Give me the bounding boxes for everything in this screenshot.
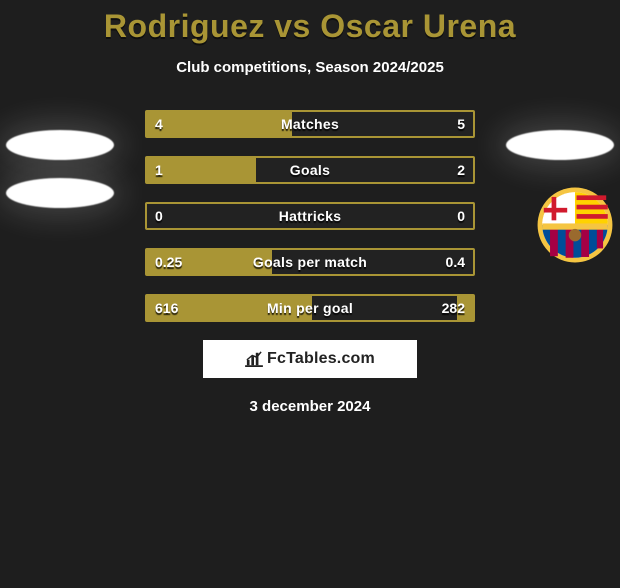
- stat-label: Matches: [145, 116, 475, 132]
- page-subtitle: Club competitions, Season 2024/2025: [0, 59, 620, 76]
- stat-label: Goals per match: [145, 254, 475, 270]
- fc-barcelona-crest-icon: [536, 186, 614, 264]
- stat-row: 00Hattricks: [145, 202, 475, 230]
- comparison-bars: 45Matches 12Goals 00Hattricks 0.250.4Goals …: [145, 110, 475, 322]
- stat-label: Min per goal: [145, 300, 475, 316]
- brand-text: FcTables.com: [267, 350, 375, 368]
- player-left-glow: [0, 130, 120, 240]
- glow-ellipse: [6, 130, 114, 160]
- bar-chart-icon: [245, 351, 263, 367]
- stat-row: 45Matches: [145, 110, 475, 138]
- glow-ellipse: [506, 130, 614, 160]
- stat-label: Hattricks: [145, 208, 475, 224]
- stat-row: 0.250.4Goals per match: [145, 248, 475, 276]
- page-title: Rodriguez vs Oscar Urena: [0, 8, 620, 45]
- stat-row: 12Goals: [145, 156, 475, 184]
- glow-ellipse: [6, 178, 114, 208]
- footer-date: 3 december 2024: [0, 398, 620, 415]
- brand-badge: FcTables.com: [203, 340, 417, 378]
- stat-row: 616282Min per goal: [145, 294, 475, 322]
- stat-label: Goals: [145, 162, 475, 178]
